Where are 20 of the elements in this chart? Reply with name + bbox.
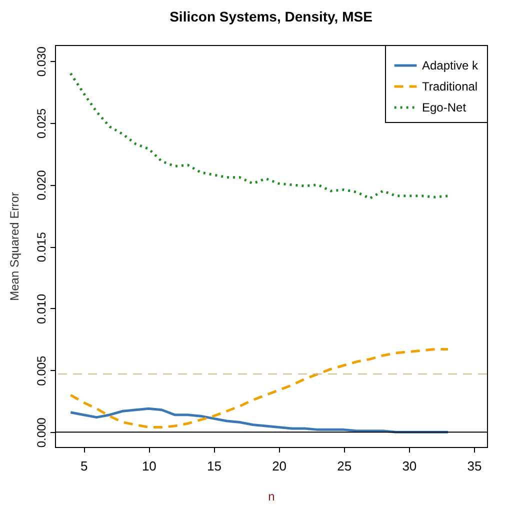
x-tick-label: 25 (337, 458, 352, 474)
y-tick-label: 0.015 (34, 232, 48, 262)
y-tick-label: 0.000 (34, 417, 48, 448)
x-tick-label: 35 (467, 458, 482, 474)
legend-label: Ego-Net (422, 100, 467, 114)
x-tick-label: 10 (142, 458, 156, 474)
chart-title: Silicon Systems, Density, MSE (170, 8, 372, 24)
x-axis-title: n (268, 490, 275, 504)
y-tick-label: 0.020 (34, 170, 48, 200)
y-tick-label: 0.005 (34, 355, 48, 386)
x-tick-label: 15 (207, 458, 222, 474)
y-axis-title: Mean Squared Error (8, 192, 22, 301)
x-tick-label: 5 (80, 458, 88, 474)
x-tick-label: 30 (402, 458, 417, 474)
x-tick-label: 20 (272, 458, 287, 474)
legend-label: Adaptive k (422, 58, 480, 72)
y-tick-label: 0.025 (34, 108, 48, 138)
y-tick-label: 0.030 (34, 46, 48, 77)
y-tick-label: 0.010 (34, 294, 48, 324)
legend-label: Traditional (422, 80, 478, 94)
